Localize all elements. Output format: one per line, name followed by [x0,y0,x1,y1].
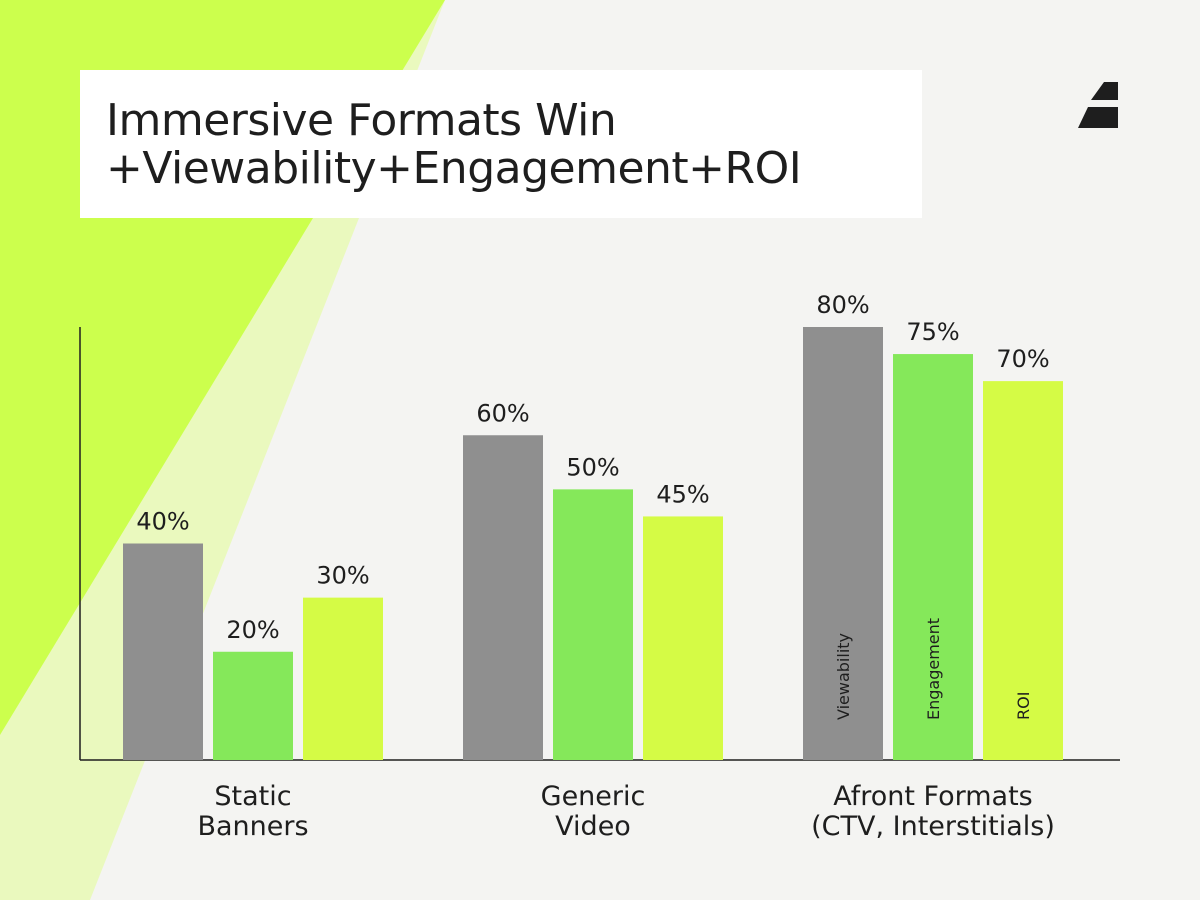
category-label: (CTV, Interstitials) [811,811,1055,842]
bar-engagement-0 [213,651,293,760]
data-label: 20% [226,616,279,644]
bar-roi-2 [983,381,1063,760]
bar-viewability-2 [803,327,883,760]
bar-roi-0 [303,597,383,760]
bar-roi-1 [643,516,723,760]
data-label: 60% [476,399,529,427]
data-label: 40% [136,508,189,536]
legend-label: Viewability [834,633,853,720]
title-box: Immersive Formats Win +Viewability+Engag… [80,70,922,218]
bar-viewability-1 [463,435,543,760]
category-label: Banners [197,811,308,842]
legend-label: Engagement [924,618,943,720]
brand-logo-icon [1078,82,1118,128]
data-label: 80% [816,291,869,319]
title-line-1: Immersive Formats Win [106,95,617,146]
data-label: 50% [566,453,619,481]
bar-engagement-2 [893,354,973,760]
data-label: 45% [656,480,709,508]
legend-label: ROI [1014,692,1033,720]
data-label: 30% [316,562,369,590]
title-line-2: +Viewability+Engagement+ROI [106,143,802,194]
bar-viewability-0 [123,543,203,760]
category-label: Afront Formats [833,781,1033,812]
category-label: Generic [541,781,646,812]
bar-engagement-1 [553,489,633,760]
data-label: 75% [906,318,959,346]
data-label: 70% [996,345,1049,373]
category-label: Static [214,781,291,812]
category-label: Video [555,811,631,842]
